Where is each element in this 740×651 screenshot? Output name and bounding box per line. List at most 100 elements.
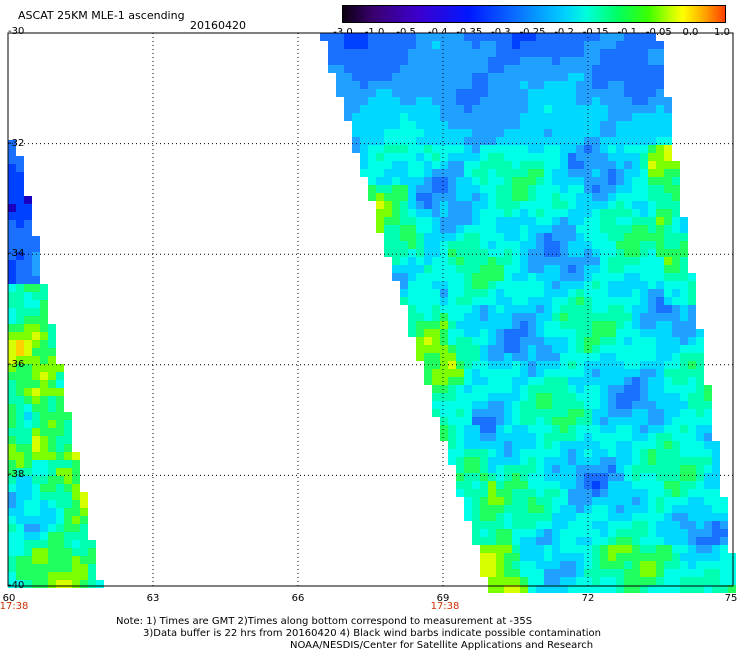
swath-cell bbox=[616, 105, 624, 113]
swath-cell bbox=[472, 457, 480, 465]
swath-cell bbox=[464, 377, 472, 385]
swath-cell bbox=[680, 273, 688, 281]
swath-cell bbox=[656, 81, 664, 89]
swath-cell bbox=[488, 113, 496, 121]
swath-cell bbox=[456, 193, 464, 201]
swath-cell bbox=[424, 97, 432, 105]
latitude-label: -36 bbox=[8, 358, 25, 370]
swath-cell bbox=[504, 153, 512, 161]
swath-cell bbox=[16, 236, 24, 244]
swath-cell bbox=[528, 473, 536, 481]
swath-cell bbox=[632, 281, 640, 289]
swath-cell bbox=[504, 241, 512, 249]
swath-cell bbox=[56, 508, 64, 516]
swath-cell bbox=[568, 49, 576, 57]
swath-cell bbox=[440, 377, 448, 385]
swath-cell bbox=[640, 537, 648, 545]
swath-cell bbox=[360, 81, 368, 89]
swath-cell bbox=[680, 481, 688, 489]
swath-cell bbox=[8, 204, 16, 212]
swath-cell bbox=[568, 377, 576, 385]
swath-cell bbox=[56, 492, 64, 500]
swath-cell bbox=[648, 281, 656, 289]
swath-cell bbox=[24, 316, 32, 324]
swath-cell bbox=[592, 441, 600, 449]
swath-cell bbox=[400, 145, 408, 153]
swath-cell bbox=[88, 548, 96, 556]
swath-cell bbox=[48, 564, 56, 572]
swath-cell bbox=[80, 540, 88, 548]
swath-cell bbox=[640, 169, 648, 177]
swath-cell bbox=[424, 81, 432, 89]
swath-cell bbox=[400, 73, 408, 81]
swath-cell bbox=[416, 313, 424, 321]
swath-cell bbox=[56, 556, 64, 564]
swath-cell bbox=[48, 420, 56, 428]
swath-cell bbox=[504, 65, 512, 73]
swath-cell bbox=[8, 348, 16, 356]
swath-cell bbox=[600, 129, 608, 137]
swath-cell bbox=[568, 161, 576, 169]
swath-cell bbox=[656, 417, 664, 425]
swath-cell bbox=[656, 553, 664, 561]
swath-cell bbox=[552, 521, 560, 529]
swath-cell bbox=[648, 537, 656, 545]
swath-cell bbox=[472, 393, 480, 401]
swath-cell bbox=[696, 369, 704, 377]
swath-cell bbox=[712, 497, 720, 505]
longitude-label: 63 bbox=[146, 593, 160, 604]
swath-cell bbox=[640, 201, 648, 209]
swath-cell bbox=[528, 433, 536, 441]
swath-cell bbox=[520, 537, 528, 545]
swath-cell bbox=[496, 209, 504, 217]
swath-cell bbox=[40, 484, 48, 492]
swath-cell bbox=[352, 57, 360, 65]
swath-cell bbox=[600, 521, 608, 529]
swath-cell bbox=[536, 585, 544, 593]
swath-cell bbox=[512, 393, 520, 401]
swath-cell bbox=[552, 481, 560, 489]
swath-cell bbox=[680, 553, 688, 561]
swath-cell bbox=[688, 545, 696, 553]
swath-cell bbox=[648, 233, 656, 241]
swath-cell bbox=[416, 305, 424, 313]
swath-cell bbox=[16, 316, 24, 324]
swath-cell bbox=[656, 569, 664, 577]
swath-cell bbox=[472, 401, 480, 409]
swath-cell bbox=[448, 193, 456, 201]
swath-cell bbox=[464, 225, 472, 233]
swath-cell bbox=[432, 201, 440, 209]
swath-cell bbox=[456, 217, 464, 225]
swath-cell bbox=[648, 409, 656, 417]
swath-cell bbox=[384, 41, 392, 49]
swath-cell bbox=[568, 89, 576, 97]
swath-cell bbox=[512, 545, 520, 553]
swath-cell bbox=[688, 521, 696, 529]
swath-cell bbox=[472, 145, 480, 153]
swath-cell bbox=[648, 137, 656, 145]
swath-cell bbox=[576, 209, 584, 217]
swath-cell bbox=[24, 516, 32, 524]
swath-cell bbox=[624, 513, 632, 521]
swath-cell bbox=[488, 49, 496, 57]
swath-cell bbox=[696, 585, 704, 593]
swath-cell bbox=[24, 372, 32, 380]
swath-cell bbox=[488, 425, 496, 433]
swath-cell bbox=[640, 409, 648, 417]
swath-cell bbox=[664, 369, 672, 377]
swath-cell bbox=[520, 89, 528, 97]
swath-cell bbox=[632, 505, 640, 513]
swath-cell bbox=[560, 473, 568, 481]
swath-cell bbox=[664, 201, 672, 209]
swath-cell bbox=[480, 113, 488, 121]
swath-cell bbox=[592, 553, 600, 561]
swath-cell bbox=[640, 105, 648, 113]
swath-cell bbox=[32, 436, 40, 444]
swath-cell bbox=[40, 444, 48, 452]
swath-cell bbox=[472, 249, 480, 257]
swath-cell bbox=[528, 209, 536, 217]
swath-cell bbox=[456, 409, 464, 417]
swath-cell bbox=[512, 201, 520, 209]
swath-cell bbox=[64, 532, 72, 540]
swath-cell bbox=[664, 449, 672, 457]
